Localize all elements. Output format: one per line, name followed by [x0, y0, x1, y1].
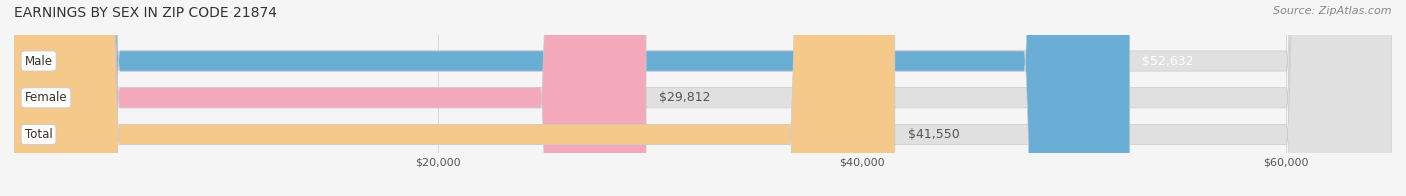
Text: Total: Total [25, 128, 52, 141]
Text: Male: Male [25, 54, 52, 67]
Text: Female: Female [25, 91, 67, 104]
FancyBboxPatch shape [14, 0, 1392, 196]
Text: $52,632: $52,632 [1143, 54, 1194, 67]
FancyBboxPatch shape [14, 0, 1392, 196]
Text: Source: ZipAtlas.com: Source: ZipAtlas.com [1274, 6, 1392, 16]
FancyBboxPatch shape [14, 0, 1392, 196]
FancyBboxPatch shape [14, 0, 1130, 196]
Text: $29,812: $29,812 [659, 91, 710, 104]
Text: EARNINGS BY SEX IN ZIP CODE 21874: EARNINGS BY SEX IN ZIP CODE 21874 [14, 6, 277, 20]
Text: $41,550: $41,550 [907, 128, 959, 141]
FancyBboxPatch shape [14, 0, 894, 196]
FancyBboxPatch shape [14, 0, 645, 196]
